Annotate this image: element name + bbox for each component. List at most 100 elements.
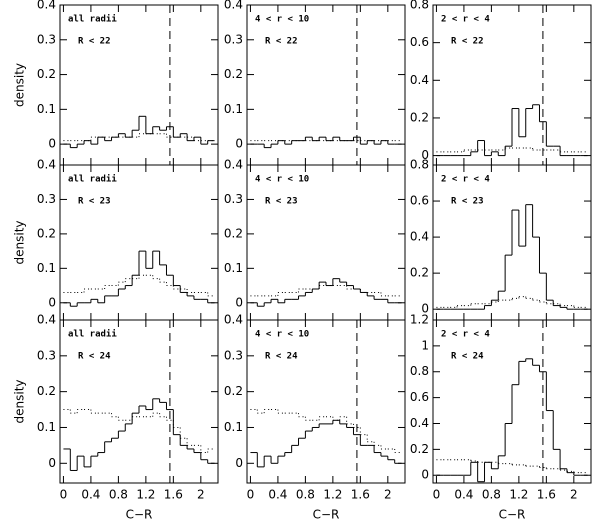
annotation: R < 23: [265, 197, 298, 207]
x-tick-label: 1.6: [537, 488, 556, 502]
annotation: R < 22: [451, 37, 484, 47]
y-tick-label: 0.2: [410, 110, 429, 124]
annotation: R < 24: [451, 352, 484, 362]
y-tick-label: 0: [235, 137, 243, 151]
y-tick-label: 0.4: [37, 158, 56, 172]
annotation: R < 23: [451, 197, 484, 207]
y-tick-label: 0: [421, 302, 429, 316]
y-tick-label: 0.8: [410, 158, 429, 172]
y-tick-label: 0.3: [224, 348, 243, 362]
y-tick-label: 0.1: [37, 102, 56, 116]
panel-frame: [432, 319, 592, 484]
y-tick-label: 0.8: [410, 0, 429, 12]
x-tick-label: 0.4: [268, 488, 287, 502]
y-tick-label: 0: [235, 295, 243, 309]
annotation: all radii: [68, 329, 117, 340]
y-tick-label: 0.3: [224, 32, 243, 46]
annotation: R < 24: [265, 352, 298, 362]
x-axis-label: C−R: [126, 508, 153, 522]
y-tick-label: 0.3: [37, 32, 56, 46]
annotation: all radii: [68, 174, 117, 185]
x-tick-label: 0.8: [109, 488, 128, 502]
y-tick-label: 0.3: [37, 192, 56, 206]
y-tick-label: 0.4: [37, 313, 56, 327]
x-tick-label: 0.8: [296, 488, 315, 502]
annotation: 2 < r < 4: [441, 15, 490, 25]
y-tick-label: 0.2: [410, 442, 429, 456]
x-tick-label: 1.2: [509, 488, 528, 502]
annotation: all radii: [68, 14, 117, 25]
x-tick-label: 0.4: [454, 488, 473, 502]
x-tick-label: 0: [433, 488, 441, 502]
y-tick-label: 0.4: [37, 0, 56, 12]
panel: 0 0.1 0.2 0.3 0.4 4 < r < 10 R < 23: [224, 158, 406, 321]
panel-frame: [59, 319, 219, 484]
y-tick-label: 0.1: [224, 420, 243, 434]
x-axis-label: C−R: [499, 508, 526, 522]
panel: 0 0.1 0.2 0.3 0.4 4 < r < 10 R < 22: [224, 0, 406, 166]
x-tick-label: 1.6: [351, 488, 370, 502]
y-tick-label: 0.2: [410, 266, 429, 280]
y-axis-label: density: [13, 221, 27, 265]
y-tick-label: 0: [421, 468, 429, 482]
x-tick-label: 0.8: [482, 488, 501, 502]
y-tick-label: 0.1: [224, 102, 243, 116]
x-tick-label: 1.2: [323, 488, 342, 502]
panel-frame: [246, 319, 406, 484]
y-tick-label: 0.1: [224, 261, 243, 275]
y-tick-label: 0.2: [224, 384, 243, 398]
x-axis-label: C−R: [313, 508, 340, 522]
y-tick-label: 0.1: [37, 261, 56, 275]
y-axis-label: density: [13, 380, 27, 424]
y-tick-label: 0: [48, 456, 56, 470]
y-tick-label: 0.2: [37, 226, 56, 240]
x-tick-label: 0.4: [81, 488, 100, 502]
x-tick-label: 1.6: [164, 488, 183, 502]
annotation: 4 < r < 10: [255, 15, 309, 25]
x-tick-label: 1.2: [136, 488, 155, 502]
y-tick-label: 0: [48, 295, 56, 309]
y-tick-label: 0.4: [224, 313, 243, 327]
y-tick-label: 0.4: [410, 73, 429, 87]
y-tick-label: 0: [48, 137, 56, 151]
y-tick-label: 1.2: [410, 313, 429, 327]
y-tick-label: 1: [421, 338, 429, 352]
y-tick-label: 0.8: [410, 364, 429, 378]
annotation: 2 < r < 4: [441, 175, 490, 185]
annotation: 2 < r < 4: [441, 330, 490, 340]
x-tick-label: 0: [247, 488, 255, 502]
y-tick-label: 0.4: [224, 0, 243, 12]
y-tick-label: 0.4: [410, 416, 429, 430]
y-tick-label: 0.6: [410, 194, 429, 208]
annotation: R < 22: [78, 37, 111, 47]
y-tick-label: 0.2: [37, 67, 56, 81]
y-tick-label: 0.4: [224, 158, 243, 172]
annotation: 4 < r < 10: [255, 175, 309, 185]
panel: 0 0.1 0.2 0.3 0.4 density all radii R < 22: [13, 0, 219, 166]
annotation: R < 24: [78, 352, 111, 362]
x-tick-label: 0: [60, 488, 68, 502]
y-tick-label: 0.1: [37, 420, 56, 434]
x-tick-label: 2: [384, 488, 392, 502]
y-tick-label: 0.4: [410, 230, 429, 244]
y-tick-label: 0.2: [224, 226, 243, 240]
annotation: R < 22: [265, 37, 298, 47]
panel: 0 0.1 0.2 0.3 0.4 0 0.4 0.8 1.2 1.6 2 C−R density all…: [13, 313, 219, 522]
panel: 0 0.2 0.4 0.6 0.8 2 < r < 4 R < 22: [410, 0, 592, 166]
y-tick-label: 0.6: [410, 35, 429, 49]
panel: 0 0.1 0.2 0.3 0.4 0 0.4 0.8 1.2 1.6 2 C−R 4 < r < 10…: [224, 313, 406, 522]
panel: 0 0.2 0.4 0.6 0.8 2 < r < 4 R < 23: [410, 158, 592, 321]
y-tick-label: 0: [421, 148, 429, 162]
y-tick-label: 0.2: [224, 67, 243, 81]
annotation: 4 < r < 10: [255, 330, 309, 340]
annotation: R < 23: [78, 197, 111, 207]
y-tick-label: 0.3: [224, 192, 243, 206]
y-tick-label: 0.3: [37, 348, 56, 362]
y-tick-label: 0.2: [37, 384, 56, 398]
panel-frame: [246, 164, 406, 321]
x-tick-label: 2: [570, 488, 578, 502]
y-tick-label: 0: [235, 456, 243, 470]
x-tick-label: 2: [197, 488, 205, 502]
panel: 0 0.2 0.4 0.6 0.8 1 1.2 0 0.4 0.8 1.2 1.6 2 C−R 2 < r …: [410, 313, 592, 522]
